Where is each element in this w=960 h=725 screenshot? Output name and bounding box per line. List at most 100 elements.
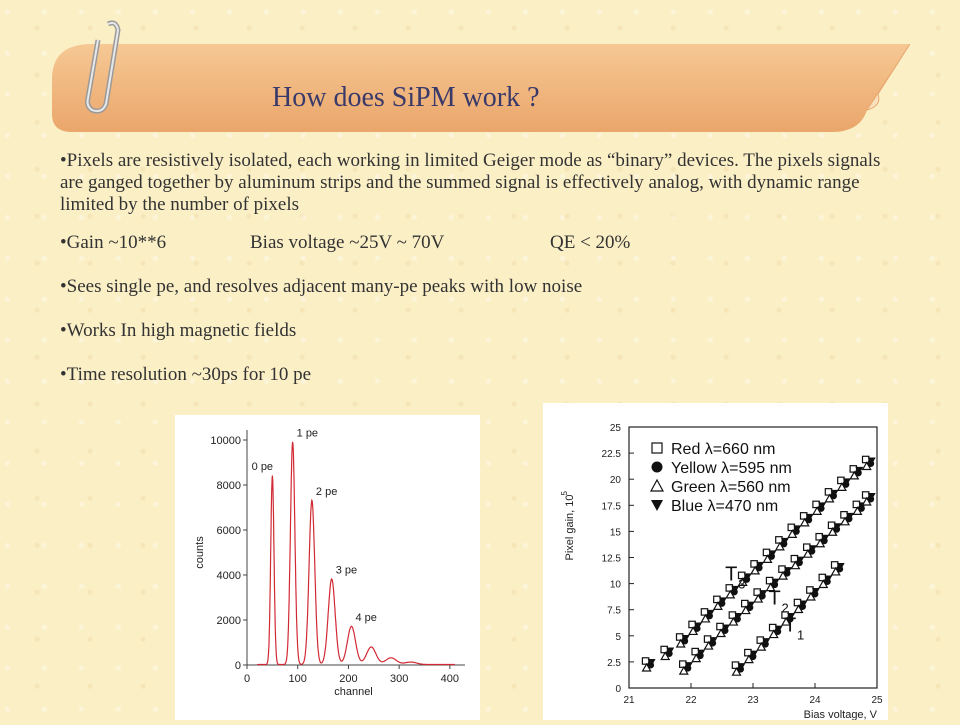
curve-label: T <box>725 563 737 585</box>
marker-triangle-down <box>731 585 740 593</box>
marker-triangle-down <box>651 500 663 511</box>
marker-triangle-up <box>781 616 792 626</box>
y-axis-label: counts <box>194 536 206 569</box>
marker-triangle-up <box>790 560 801 570</box>
marker-triangle-down <box>830 489 839 497</box>
legend-label: Red λ=660 nm <box>671 441 776 458</box>
marker-triangle-up <box>787 529 798 538</box>
marker-triangle-down <box>756 561 765 569</box>
marker-triangle-down <box>780 537 789 545</box>
marker-circle <box>651 461 663 473</box>
y-tick-label: 22.5 <box>602 449 622 460</box>
y-tick-label: 17.5 <box>602 501 622 512</box>
y-tick-label: 10000 <box>210 435 241 447</box>
marker-triangle-down <box>799 600 808 608</box>
curve-label: T <box>769 587 781 609</box>
y-tick-label: 20 <box>610 475 622 486</box>
marker-triangle-down <box>796 556 805 564</box>
curve-label-subscript: 3 <box>738 576 745 591</box>
marker-triangle-up <box>836 482 847 491</box>
curve-label: T <box>784 615 796 637</box>
gain-text: •Gain ~10**6 <box>60 232 167 253</box>
marker-triangle-up <box>649 478 665 492</box>
marker-triangle-up <box>728 616 739 626</box>
marker-triangle-down <box>684 662 693 670</box>
marker-triangle-down <box>855 466 864 474</box>
marker-triangle-up <box>743 654 754 664</box>
marker-triangle-down <box>836 562 845 570</box>
marker-triangle-down <box>666 647 675 655</box>
bullet-time-resolution: •Time resolution ~30ps for 10 pe <box>60 364 312 385</box>
marker-triangle-up <box>793 604 804 614</box>
x-tick-label: 24 <box>809 695 821 706</box>
marker-triangle-up <box>765 582 776 592</box>
marker-triangle-up <box>737 577 748 586</box>
y-axis-label: Pixel gain, 10 <box>564 494 576 560</box>
bullet-pixels: •Pixels are resistively isolated, each w… <box>60 150 881 215</box>
marker-triangle-up <box>824 493 835 503</box>
marker-triangle-down <box>697 649 706 657</box>
marker-triangle-down <box>762 638 771 646</box>
marker-triangle-up <box>688 626 699 636</box>
y-tick-label: 2000 <box>217 615 241 627</box>
x-tick-label: 100 <box>289 673 307 685</box>
marker-triangle-down <box>709 637 718 645</box>
bullet-specs: •Gain ~10**6 Bias voltage ~25V ~ 70V QE < … <box>60 232 900 254</box>
marker-triangle-up <box>802 548 813 558</box>
bullet-single-pe: •Sees single pe, and resolves adjacent m… <box>60 276 583 297</box>
title-banner <box>52 44 910 132</box>
marker-triangle-down <box>759 590 768 598</box>
marker-triangle-up <box>740 605 751 615</box>
marker-triangle-up <box>712 601 723 610</box>
bullet-list: •Pixels are resistively isolated, each w… <box>60 150 900 408</box>
bias-voltage-text: Bias voltage ~25V ~ 70V <box>250 232 445 253</box>
marker-triangle-down <box>737 663 746 671</box>
peak-label: 3 pe <box>336 565 357 577</box>
marker-triangle-up <box>641 662 652 672</box>
x-tick-label: 21 <box>623 695 635 706</box>
marker-triangle-up <box>731 666 742 676</box>
curve-label-subscript: 2 <box>782 600 789 615</box>
marker-triangle-up <box>861 496 872 506</box>
marker-triangle-down <box>746 601 755 609</box>
bullet-magnetic: •Works In high magnetic fields <box>60 320 297 341</box>
marker-triangle-down <box>824 575 833 583</box>
y-tick-label: 0 <box>615 684 621 695</box>
y-tick-label: 12.5 <box>602 554 622 565</box>
marker-triangle-down <box>722 624 730 632</box>
marker-triangle-up <box>675 638 686 648</box>
y-tick-label: 6000 <box>217 525 241 537</box>
marker-triangle-up <box>762 554 773 564</box>
x-tick-label: 25 <box>871 695 883 706</box>
x-tick-label: 300 <box>390 673 408 685</box>
marker-triangle-down <box>811 587 820 595</box>
marker-square <box>651 442 663 454</box>
gain-vs-bias-chart: 0 2.5 5 7.5 10 12.5 15 17.5 20 22.5 25 21 22 23 24 25 Bi… <box>543 403 888 721</box>
y-tick-label: 15 <box>610 527 622 538</box>
curve-label-subscript: 1 <box>797 628 804 643</box>
marker-triangle-up <box>805 591 816 601</box>
peak-label: 2 pe <box>316 486 337 498</box>
marker-triangle-down <box>808 545 817 553</box>
marker-triangle-down <box>821 534 830 542</box>
marker-triangle-down <box>681 634 690 642</box>
y-axis-label-exponent: 5 <box>560 491 569 496</box>
marker-triangle-up <box>818 579 829 589</box>
marker-triangle-up <box>799 517 810 527</box>
y-tick-label: 10 <box>610 580 622 591</box>
y-tick-label: 7.5 <box>607 606 621 617</box>
marker-triangle-down <box>734 613 743 621</box>
marker-triangle-up <box>756 641 767 651</box>
marker-triangle-up <box>812 506 823 515</box>
peak-label: 1 pe <box>297 427 318 439</box>
marker-triangle-down <box>771 578 780 586</box>
marker-triangle-down <box>793 525 802 533</box>
marker-triangle-down <box>749 650 758 658</box>
marker-triangle-down <box>706 609 715 617</box>
marker-triangle-down <box>867 492 876 500</box>
y-tick-label: 0 <box>235 660 241 672</box>
marker-triangle-down <box>768 550 777 558</box>
marker-triangle-down <box>784 567 792 575</box>
y-tick-label: 4000 <box>217 570 241 582</box>
